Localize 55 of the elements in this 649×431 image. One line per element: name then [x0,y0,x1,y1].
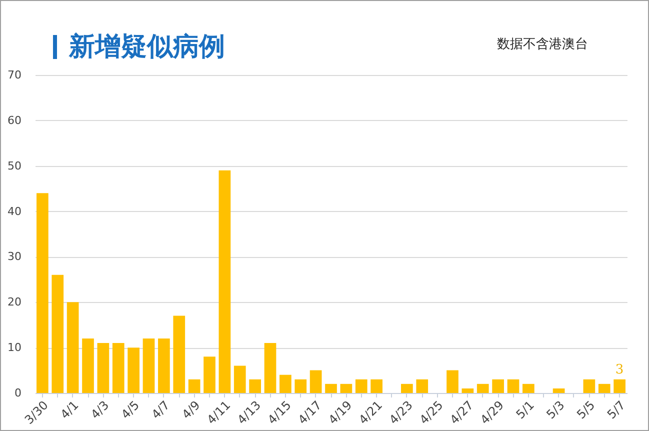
bar [128,348,140,393]
y-tick-label: 50 [8,159,22,172]
bar [36,193,48,393]
bar [446,370,458,393]
text: 数据不含港澳台 [497,36,588,53]
bar [552,388,565,393]
bar [476,384,489,393]
x-tick-label: 5/1 [513,398,537,422]
bar [158,338,170,393]
bar [583,379,596,393]
x-tick-label: 5/3 [544,398,568,422]
bar [234,366,246,393]
x-tick-label: 4/1 [58,398,82,422]
bar [173,316,186,393]
bar [294,379,307,393]
bar [112,343,124,393]
chart-title: 新增疑似病例 [69,31,225,64]
y-tick-label: 20 [8,296,22,309]
y-tick-label: 60 [8,114,22,127]
bar [218,170,231,393]
bar [310,370,322,393]
bar [204,356,216,393]
y-tick-label: 30 [8,250,22,264]
bar [492,379,504,393]
bar [264,343,276,393]
bar [462,388,474,393]
bar [280,374,292,393]
bar [82,338,94,393]
bar [598,384,610,393]
x-tick-label: 5/7 [604,398,628,422]
bar [325,384,337,393]
x-tick-label: 4/3 [88,398,112,422]
x-tick-label: 4/5 [118,398,142,422]
bar [188,379,200,393]
bar [507,379,520,393]
bar [142,338,155,393]
bar [522,384,534,393]
bar [97,343,110,393]
y-tick-label: 0 [14,386,22,400]
y-tick-label: 10 [8,341,22,354]
bar [340,384,352,393]
bar [401,384,413,393]
x-tick-label: 4/7 [148,398,172,422]
bar [614,379,626,393]
bar [52,274,64,393]
bar [370,379,382,393]
bar [66,302,79,393]
data-label: 3 [615,362,624,378]
bar [416,379,428,393]
y-tick-label: 70 [8,68,22,82]
bar [249,379,261,393]
x-tick-label: 4/9 [179,398,203,422]
bar [355,379,368,393]
y-tick-label: 40 [8,204,22,218]
x-tick-label: 5/5 [574,398,598,422]
